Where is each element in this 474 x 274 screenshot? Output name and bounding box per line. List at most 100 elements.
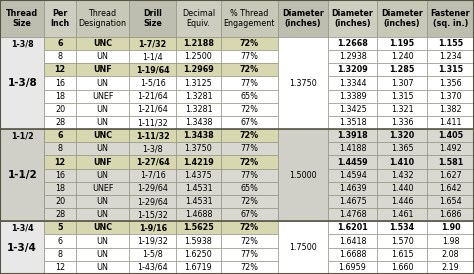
Bar <box>129 142 176 156</box>
Bar <box>45 90 76 103</box>
Bar <box>221 37 278 50</box>
Text: 1.336: 1.336 <box>391 118 413 127</box>
Bar <box>377 195 427 208</box>
Bar <box>176 156 221 169</box>
Text: 6: 6 <box>57 236 63 246</box>
Text: UNC: UNC <box>93 131 112 140</box>
Bar <box>377 90 427 103</box>
Bar <box>176 142 221 156</box>
Bar <box>129 37 176 50</box>
Text: 77%: 77% <box>240 79 258 88</box>
Text: 1-29/64: 1-29/64 <box>137 184 168 193</box>
Bar <box>221 195 278 208</box>
Text: 1.6201: 1.6201 <box>337 223 368 232</box>
Text: 77%: 77% <box>240 250 258 259</box>
Bar <box>328 103 377 116</box>
Text: 1-5/16: 1-5/16 <box>140 79 165 88</box>
Bar <box>129 235 176 248</box>
Text: 1.7500: 1.7500 <box>289 243 317 252</box>
Bar <box>377 63 427 76</box>
Text: Fastener
(sq. in.): Fastener (sq. in.) <box>431 9 470 28</box>
Bar <box>221 261 278 274</box>
Bar <box>45 63 76 76</box>
Bar <box>377 235 427 248</box>
Bar <box>328 142 377 156</box>
Bar <box>45 0 76 37</box>
Bar <box>45 235 76 248</box>
Text: 28: 28 <box>55 118 65 127</box>
Bar <box>221 248 278 261</box>
Text: UNEF: UNEF <box>92 92 113 101</box>
Text: 1-3/4: 1-3/4 <box>7 243 37 253</box>
Bar <box>129 63 176 76</box>
Text: 1.2668: 1.2668 <box>337 39 368 48</box>
Bar <box>129 50 176 63</box>
Bar <box>129 169 176 182</box>
Bar <box>328 37 377 50</box>
Bar <box>0 182 45 195</box>
Bar <box>176 195 221 208</box>
Bar <box>45 129 76 142</box>
Text: 1.5938: 1.5938 <box>184 236 212 246</box>
Text: 72%: 72% <box>240 236 258 246</box>
Bar <box>221 63 278 76</box>
Text: 1.3281: 1.3281 <box>185 105 212 114</box>
Bar <box>427 182 474 195</box>
Bar <box>0 248 45 261</box>
Text: 1.411: 1.411 <box>439 118 462 127</box>
Bar <box>129 195 176 208</box>
Text: UN: UN <box>97 79 109 88</box>
Text: 1.3281: 1.3281 <box>185 92 212 101</box>
Bar <box>427 103 474 116</box>
Text: 1.6418: 1.6418 <box>339 236 366 246</box>
Text: 6: 6 <box>57 131 63 140</box>
Text: 1-3/8: 1-3/8 <box>7 78 37 88</box>
Bar <box>377 116 427 129</box>
Text: 1.320: 1.320 <box>390 131 415 140</box>
Bar <box>427 195 474 208</box>
Bar <box>176 90 221 103</box>
Text: 5: 5 <box>57 223 63 232</box>
Bar <box>45 195 76 208</box>
Bar <box>377 129 427 142</box>
Text: 1-27/64: 1-27/64 <box>136 158 170 167</box>
Bar <box>45 221 76 235</box>
Text: UN: UN <box>97 52 109 61</box>
Bar <box>377 169 427 182</box>
Text: Per
Inch: Per Inch <box>50 9 70 28</box>
Bar <box>377 103 427 116</box>
Bar <box>176 116 221 129</box>
Bar <box>427 50 474 63</box>
Text: 1.654: 1.654 <box>439 197 462 206</box>
Bar <box>427 169 474 182</box>
Text: 1.492: 1.492 <box>439 144 462 153</box>
Text: 1.321: 1.321 <box>391 105 413 114</box>
Bar <box>129 0 176 37</box>
Text: Thread
Size: Thread Size <box>6 9 38 28</box>
Bar <box>45 182 76 195</box>
Text: 12: 12 <box>55 158 65 167</box>
Bar <box>76 63 129 76</box>
Bar <box>328 248 377 261</box>
Text: 1-7/32: 1-7/32 <box>139 39 167 48</box>
Text: 1.642: 1.642 <box>439 184 462 193</box>
Text: 1.4675: 1.4675 <box>339 197 366 206</box>
Bar <box>76 50 129 63</box>
Bar <box>328 195 377 208</box>
Text: 1.240: 1.240 <box>391 52 413 61</box>
Text: 1.2500: 1.2500 <box>184 52 212 61</box>
Text: 1.365: 1.365 <box>391 144 413 153</box>
Bar <box>45 142 76 156</box>
Bar <box>377 248 427 261</box>
Bar <box>0 156 45 169</box>
Text: 1.3918: 1.3918 <box>337 131 368 140</box>
Text: 1.4459: 1.4459 <box>337 158 368 167</box>
Text: 1.4639: 1.4639 <box>339 184 366 193</box>
Text: 1.3125: 1.3125 <box>184 79 212 88</box>
Bar <box>76 103 129 116</box>
Text: UNF: UNF <box>93 65 112 75</box>
Text: 20: 20 <box>55 197 65 206</box>
Text: 1.234: 1.234 <box>439 52 462 61</box>
Bar <box>45 50 76 63</box>
Bar <box>377 182 427 195</box>
